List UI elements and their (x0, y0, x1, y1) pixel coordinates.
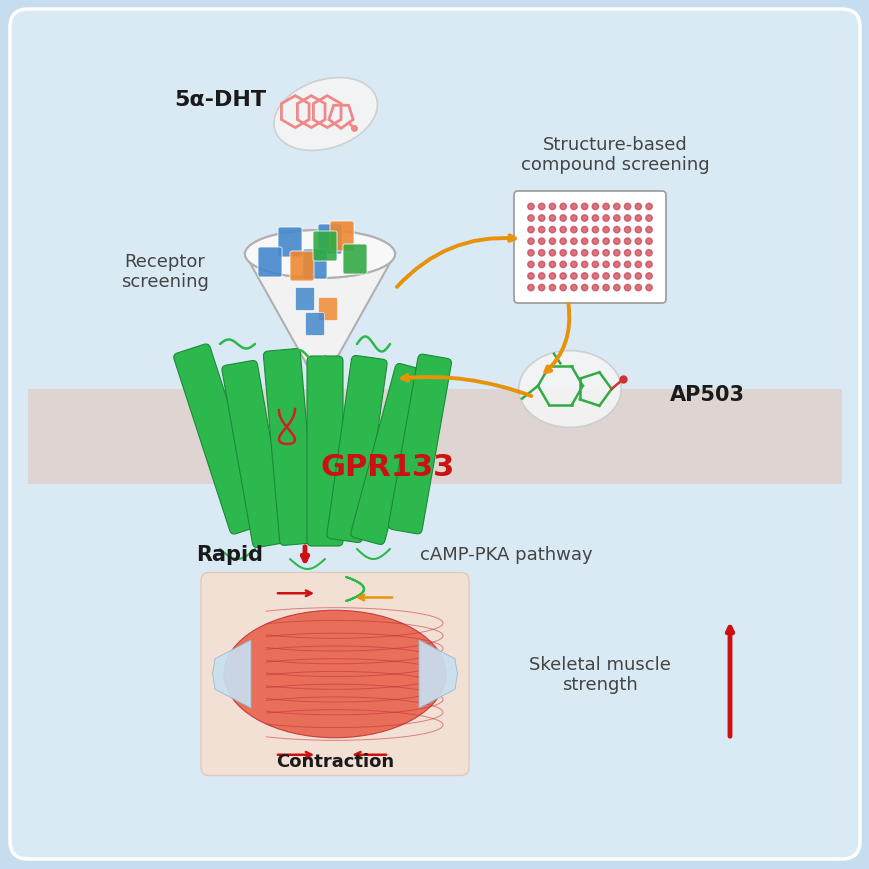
Circle shape (580, 227, 587, 234)
Ellipse shape (306, 360, 333, 369)
Circle shape (624, 216, 630, 222)
FancyBboxPatch shape (305, 313, 324, 336)
Circle shape (613, 227, 620, 234)
Polygon shape (212, 640, 251, 708)
Circle shape (634, 285, 640, 291)
Polygon shape (245, 255, 395, 365)
Circle shape (570, 216, 576, 222)
Circle shape (602, 227, 608, 234)
Circle shape (580, 204, 587, 210)
FancyBboxPatch shape (313, 232, 336, 262)
Circle shape (592, 216, 598, 222)
Circle shape (538, 285, 544, 291)
Circle shape (645, 250, 652, 256)
Circle shape (538, 250, 544, 256)
Circle shape (580, 239, 587, 245)
Circle shape (560, 274, 566, 280)
Polygon shape (419, 640, 457, 708)
Circle shape (570, 250, 576, 256)
Circle shape (624, 262, 630, 269)
FancyBboxPatch shape (388, 355, 451, 534)
FancyBboxPatch shape (295, 289, 314, 311)
Circle shape (602, 204, 608, 210)
FancyBboxPatch shape (302, 249, 327, 280)
Circle shape (570, 239, 576, 245)
Circle shape (624, 227, 630, 234)
Text: Receptor
screening: Receptor screening (121, 252, 209, 291)
Circle shape (538, 204, 544, 210)
Circle shape (613, 285, 620, 291)
Circle shape (527, 204, 534, 210)
Circle shape (634, 274, 640, 280)
Circle shape (570, 285, 576, 291)
Circle shape (560, 239, 566, 245)
Circle shape (538, 227, 544, 234)
Text: Contraction: Contraction (275, 753, 394, 770)
Circle shape (592, 227, 598, 234)
Circle shape (613, 274, 620, 280)
Circle shape (538, 262, 544, 269)
Circle shape (634, 204, 640, 210)
FancyBboxPatch shape (329, 222, 354, 252)
Circle shape (570, 274, 576, 280)
Circle shape (527, 227, 534, 234)
Circle shape (634, 239, 640, 245)
Circle shape (560, 216, 566, 222)
FancyBboxPatch shape (201, 573, 468, 776)
Circle shape (580, 274, 587, 280)
Circle shape (538, 274, 544, 280)
Circle shape (613, 216, 620, 222)
Circle shape (602, 216, 608, 222)
Text: Structure-based
compound screening: Structure-based compound screening (520, 136, 708, 174)
Circle shape (548, 250, 555, 256)
Circle shape (560, 204, 566, 210)
Circle shape (527, 239, 534, 245)
Circle shape (548, 227, 555, 234)
Circle shape (624, 239, 630, 245)
Text: AP503: AP503 (669, 385, 744, 405)
Circle shape (634, 216, 640, 222)
Text: 5α-DHT: 5α-DHT (174, 90, 266, 109)
Circle shape (570, 262, 576, 269)
Circle shape (645, 239, 652, 245)
Circle shape (527, 216, 534, 222)
Circle shape (613, 250, 620, 256)
Circle shape (602, 262, 608, 269)
Circle shape (645, 204, 652, 210)
Circle shape (527, 250, 534, 256)
Circle shape (580, 216, 587, 222)
FancyBboxPatch shape (289, 252, 314, 282)
Circle shape (548, 285, 555, 291)
Ellipse shape (274, 78, 377, 151)
Circle shape (538, 216, 544, 222)
Circle shape (570, 204, 576, 210)
Text: cAMP-PKA pathway: cAMP-PKA pathway (420, 546, 592, 563)
Circle shape (634, 250, 640, 256)
Circle shape (592, 239, 598, 245)
Circle shape (527, 274, 534, 280)
Circle shape (592, 250, 598, 256)
FancyBboxPatch shape (307, 356, 342, 547)
FancyBboxPatch shape (222, 362, 288, 547)
Circle shape (560, 250, 566, 256)
Circle shape (592, 285, 598, 291)
FancyBboxPatch shape (28, 389, 841, 484)
FancyBboxPatch shape (318, 225, 342, 255)
Circle shape (613, 239, 620, 245)
FancyBboxPatch shape (350, 364, 428, 545)
Circle shape (634, 262, 640, 269)
Circle shape (613, 262, 620, 269)
Circle shape (580, 250, 587, 256)
Circle shape (548, 262, 555, 269)
Ellipse shape (245, 231, 395, 279)
Circle shape (602, 274, 608, 280)
FancyBboxPatch shape (258, 248, 282, 278)
Ellipse shape (245, 231, 395, 279)
Circle shape (645, 274, 652, 280)
FancyBboxPatch shape (263, 349, 316, 546)
FancyBboxPatch shape (318, 298, 337, 322)
FancyBboxPatch shape (278, 228, 302, 258)
Circle shape (580, 262, 587, 269)
Circle shape (602, 239, 608, 245)
